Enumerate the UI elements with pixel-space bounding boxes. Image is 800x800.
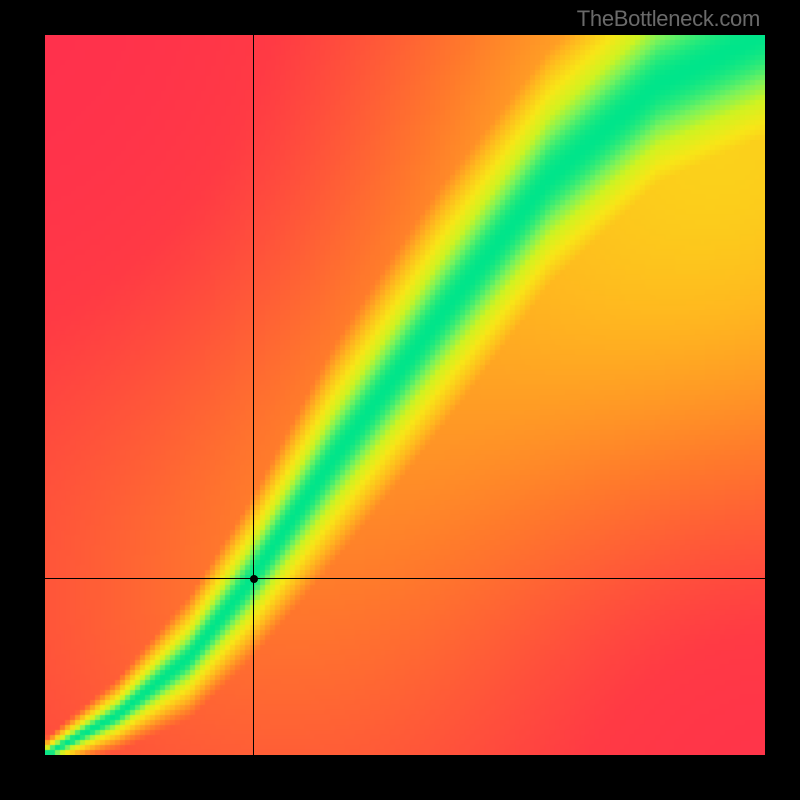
bottleneck-heatmap-canvas xyxy=(45,35,765,755)
plot-area xyxy=(45,35,765,755)
crosshair-vertical-line xyxy=(253,35,254,755)
crosshair-marker-dot xyxy=(250,575,258,583)
crosshair-horizontal-line xyxy=(45,578,765,579)
watermark-text: TheBottleneck.com xyxy=(577,6,760,32)
